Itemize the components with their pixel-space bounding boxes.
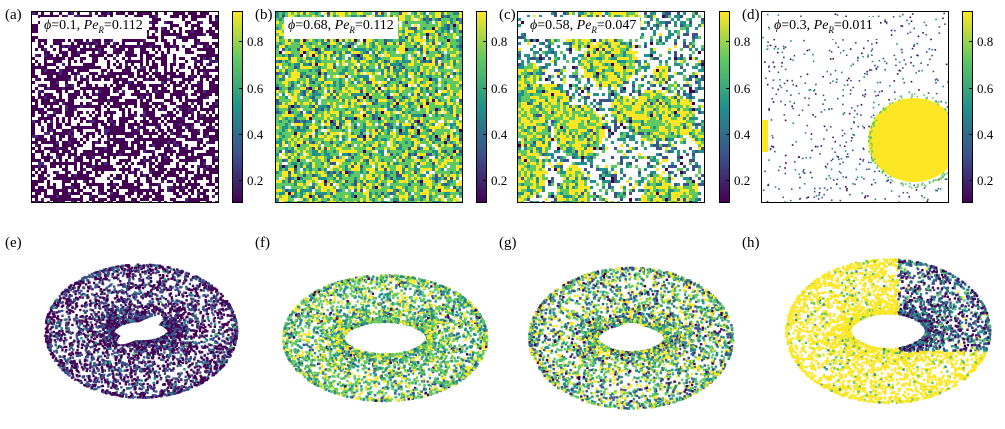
colorbar-tick-label: 0.4 — [247, 128, 263, 141]
parameter-annotation: ϕ=0.3, PeR=0.011 — [770, 17, 877, 39]
colorbar-tick-label: 0.6 — [734, 82, 750, 95]
colorbar-tick-mark — [239, 88, 243, 89]
colorbar-tick-mark — [969, 180, 973, 181]
torus-g — [522, 245, 740, 427]
colorbar-tick-mark — [969, 88, 973, 89]
colorbar-tick-mark — [726, 134, 730, 135]
colorbar-tick-mark — [239, 180, 243, 181]
colorbar-tick-mark — [726, 88, 730, 89]
particle-field — [762, 12, 948, 202]
torus-f — [272, 245, 494, 427]
panel-label: (a) — [5, 8, 22, 23]
parameter-annotation: ϕ=0.68, PeR=0.112 — [284, 17, 398, 39]
colorbar-tick-mark — [239, 134, 243, 135]
colorbar-tick-label: 0.2 — [977, 174, 993, 187]
parameter-annotation: ϕ=0.58, PeR=0.047 — [526, 17, 641, 39]
density-map: ϕ=0.68, PeR=0.112 — [275, 11, 463, 203]
panel-label: (e) — [5, 236, 22, 251]
density-map: ϕ=0.1, PeR=0.112 — [31, 11, 219, 203]
panel-label: (h) — [742, 236, 760, 251]
panel-label: (c) — [499, 8, 516, 23]
colorbar-tick-label: 0.2 — [491, 174, 507, 187]
density-map: ϕ=0.58, PeR=0.047 — [517, 11, 705, 203]
colorbar-tick-label: 0.2 — [247, 174, 263, 187]
colorbar-tick-label: 0.8 — [491, 35, 507, 48]
colorbar-tick-label: 0.6 — [247, 82, 263, 95]
colorbar-tick-mark — [483, 41, 487, 42]
colorbar-tick-label: 0.2 — [734, 174, 750, 187]
particle-field — [32, 12, 218, 202]
particle-field — [518, 12, 704, 202]
colorbar-tick-mark — [969, 41, 973, 42]
colorbar — [962, 11, 973, 203]
panel-label: (g) — [499, 236, 517, 251]
colorbar-tick-label: 0.8 — [977, 35, 993, 48]
colorbar-tick-label: 0.4 — [734, 128, 750, 141]
colorbar-tick-label: 0.8 — [734, 35, 750, 48]
parameter-annotation: ϕ=0.1, PeR=0.112 — [40, 17, 147, 39]
colorbar-tick-mark — [969, 134, 973, 135]
colorbar-tick-label: 0.8 — [247, 35, 263, 48]
colorbar-tick-label: 0.4 — [977, 128, 993, 141]
torus-h — [775, 242, 995, 420]
colorbar-tick-mark — [483, 180, 487, 181]
colorbar-tick-label: 0.6 — [977, 82, 993, 95]
colorbar-tick-mark — [239, 41, 243, 42]
colorbar-tick-label: 0.6 — [491, 82, 507, 95]
particle-field — [276, 12, 462, 202]
colorbar — [232, 11, 243, 203]
colorbar-tick-mark — [483, 134, 487, 135]
colorbar — [476, 11, 487, 203]
colorbar-tick-label: 0.4 — [491, 128, 507, 141]
colorbar-tick-mark — [483, 88, 487, 89]
torus-e — [40, 245, 240, 425]
density-map: ϕ=0.3, PeR=0.011 — [761, 11, 949, 203]
colorbar-tick-mark — [726, 180, 730, 181]
colorbar — [719, 11, 730, 203]
colorbar-tick-mark — [726, 41, 730, 42]
panel-label: (b) — [255, 8, 273, 23]
panel-label: (f) — [255, 236, 270, 251]
panel-label: (d) — [742, 8, 760, 23]
